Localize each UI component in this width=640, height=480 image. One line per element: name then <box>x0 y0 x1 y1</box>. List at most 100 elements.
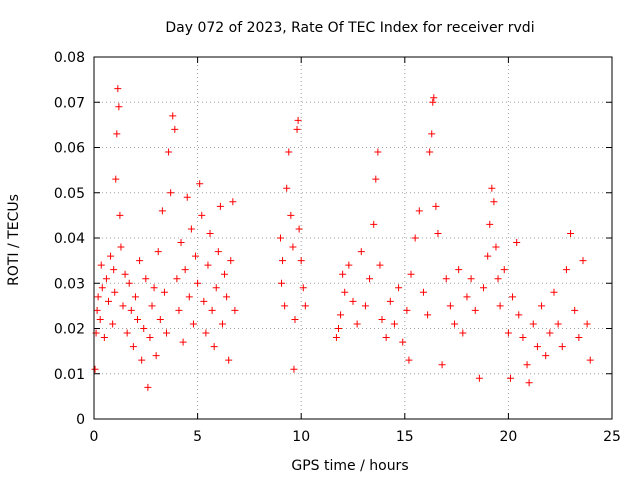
y-tick-label: 0.04 <box>54 231 85 247</box>
data-point <box>138 356 146 364</box>
data-point <box>562 266 570 274</box>
data-point <box>175 306 183 314</box>
data-point <box>446 302 454 310</box>
x-axis-label: GPS time / hours <box>291 458 408 474</box>
data-point <box>154 248 162 256</box>
data-point <box>281 302 289 310</box>
data-point <box>504 329 512 337</box>
data-point <box>442 275 450 283</box>
data-point <box>285 148 293 156</box>
y-tick-label: 0 <box>76 412 85 428</box>
data-point <box>223 293 231 301</box>
data-point <box>542 352 550 360</box>
data-point <box>125 279 133 287</box>
data-point <box>386 297 394 305</box>
grid-lines <box>94 57 612 419</box>
data-point <box>231 306 239 314</box>
data-point <box>204 261 212 269</box>
data-point <box>225 356 233 364</box>
data-point <box>299 284 307 292</box>
data-point <box>455 266 463 274</box>
data-point <box>415 207 423 215</box>
data-point <box>291 315 299 323</box>
data-point <box>558 343 566 351</box>
data-points <box>91 85 594 391</box>
data-point <box>192 252 200 260</box>
data-point <box>290 365 298 373</box>
data-point <box>372 175 380 183</box>
y-axis-ticks: 0 0.01 0.02 0.03 0.04 0.05 0.06 0.07 0.08 <box>54 50 612 428</box>
data-point <box>399 338 407 346</box>
data-point <box>554 320 562 328</box>
y-tick-label: 0.08 <box>54 50 85 66</box>
data-point <box>475 374 483 382</box>
data-point <box>194 279 202 287</box>
data-point <box>110 266 118 274</box>
data-point <box>529 320 537 328</box>
data-point <box>550 288 558 296</box>
data-point <box>484 252 492 260</box>
data-point <box>93 306 101 314</box>
data-point <box>341 288 349 296</box>
data-point <box>198 211 206 219</box>
data-point <box>428 130 436 138</box>
y-tick-label: 0.06 <box>54 141 85 157</box>
data-point <box>187 225 195 233</box>
x-axis-ticks: 0 5 10 15 20 25 <box>90 57 621 445</box>
data-point <box>586 356 594 364</box>
data-point <box>583 320 591 328</box>
data-point <box>196 180 204 188</box>
data-point <box>113 130 121 138</box>
data-point <box>127 306 135 314</box>
data-point <box>374 148 382 156</box>
data-point <box>102 275 110 283</box>
data-point <box>121 270 129 278</box>
data-point <box>301 302 309 310</box>
data-point <box>202 329 210 337</box>
data-point <box>378 315 386 323</box>
data-point <box>579 257 587 265</box>
data-point <box>332 334 340 342</box>
data-point <box>206 229 214 237</box>
data-point <box>429 98 437 106</box>
data-point <box>506 374 514 382</box>
data-point <box>100 334 108 342</box>
x-tick-label: 25 <box>603 429 621 445</box>
data-point <box>116 211 124 219</box>
data-point <box>426 148 434 156</box>
data-point <box>339 270 347 278</box>
data-point <box>361 302 369 310</box>
data-point <box>165 148 173 156</box>
data-point <box>278 279 286 287</box>
y-tick-label: 0.02 <box>54 322 85 338</box>
data-point <box>370 220 378 228</box>
data-point <box>279 257 287 265</box>
data-point <box>509 293 517 301</box>
data-point <box>129 343 137 351</box>
data-point <box>519 334 527 342</box>
data-point <box>546 329 554 337</box>
data-point <box>171 125 179 133</box>
data-point <box>334 325 342 332</box>
data-point <box>156 315 164 323</box>
data-point <box>177 239 185 247</box>
y-tick-label: 0.05 <box>54 186 85 202</box>
data-point <box>109 320 117 328</box>
data-point <box>382 334 390 342</box>
data-point <box>117 243 125 251</box>
data-point <box>538 302 546 310</box>
data-point <box>189 320 197 328</box>
data-point <box>227 257 235 265</box>
data-point <box>525 379 533 387</box>
data-point <box>216 202 224 210</box>
data-point <box>142 275 150 283</box>
x-tick-label: 0 <box>90 429 99 445</box>
data-point <box>289 243 297 251</box>
data-point <box>490 198 498 206</box>
y-tick-label: 0.07 <box>54 95 85 111</box>
data-point <box>463 293 471 301</box>
data-point <box>424 311 432 319</box>
data-point <box>405 356 413 364</box>
data-point <box>287 211 295 219</box>
data-point <box>91 365 99 373</box>
